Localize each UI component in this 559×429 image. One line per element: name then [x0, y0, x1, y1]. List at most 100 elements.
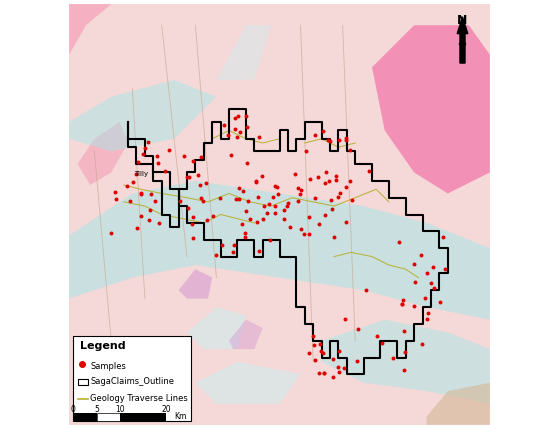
Point: [317, 347, 326, 354]
Point: [126, 197, 135, 204]
Point: [231, 195, 240, 202]
Point: [341, 218, 350, 225]
Point: [165, 147, 174, 154]
Point: [409, 303, 418, 310]
Polygon shape: [86, 375, 120, 408]
Point: [324, 136, 333, 143]
Point: [242, 124, 251, 130]
Point: [255, 248, 264, 255]
Point: [252, 178, 260, 185]
Text: 10: 10: [115, 405, 125, 414]
Point: [263, 209, 272, 216]
Text: Legend: Legend: [80, 341, 125, 351]
Point: [397, 301, 406, 308]
Text: Tilly: Tilly: [134, 171, 149, 177]
Point: [143, 139, 152, 146]
Point: [327, 197, 336, 204]
Point: [217, 242, 226, 248]
Point: [319, 370, 328, 377]
Point: [401, 349, 410, 356]
Point: [259, 216, 268, 223]
Point: [340, 365, 349, 372]
Point: [193, 172, 202, 178]
Point: [189, 157, 198, 164]
Point: [325, 178, 334, 184]
Point: [224, 131, 233, 138]
Text: Geology Traverse Lines: Geology Traverse Lines: [90, 394, 188, 403]
Point: [271, 210, 280, 217]
Point: [136, 212, 145, 219]
Point: [183, 205, 192, 212]
Point: [345, 147, 354, 154]
Point: [235, 185, 244, 192]
Point: [137, 190, 146, 196]
Point: [268, 193, 277, 200]
Point: [107, 230, 116, 237]
Point: [211, 252, 220, 259]
Point: [189, 213, 198, 220]
Point: [311, 194, 320, 201]
Text: SagaClaims_Outline: SagaClaims_Outline: [90, 377, 174, 386]
Point: [203, 217, 212, 224]
Point: [409, 261, 418, 268]
Point: [296, 190, 305, 197]
Point: [141, 145, 150, 151]
Point: [310, 356, 319, 363]
Polygon shape: [69, 181, 490, 320]
Point: [252, 218, 261, 225]
Text: 20: 20: [161, 405, 170, 414]
Polygon shape: [178, 269, 212, 299]
Polygon shape: [78, 122, 128, 185]
Point: [197, 154, 206, 160]
Point: [320, 212, 329, 219]
Point: [180, 152, 189, 159]
Point: [282, 202, 291, 209]
Point: [145, 216, 154, 223]
Point: [229, 242, 238, 249]
Point: [320, 180, 329, 187]
Point: [153, 160, 162, 166]
Point: [285, 224, 294, 230]
Point: [283, 199, 292, 206]
Point: [329, 356, 338, 363]
Point: [280, 207, 288, 214]
Point: [293, 184, 302, 191]
Text: N: N: [457, 14, 468, 27]
Point: [274, 190, 283, 197]
Point: [300, 230, 309, 237]
Point: [429, 264, 438, 271]
Point: [132, 170, 141, 177]
Point: [328, 206, 337, 213]
Point: [199, 197, 208, 204]
Bar: [73, 413, 97, 420]
Point: [329, 373, 338, 380]
Point: [237, 221, 246, 227]
Point: [209, 212, 217, 219]
Point: [340, 316, 349, 323]
Point: [334, 364, 343, 371]
Point: [184, 173, 193, 180]
Point: [129, 178, 138, 185]
Point: [440, 266, 449, 272]
Point: [273, 184, 282, 190]
Point: [342, 137, 350, 144]
Point: [230, 115, 239, 121]
Point: [201, 180, 210, 187]
Point: [420, 295, 429, 302]
Point: [332, 177, 341, 184]
Point: [296, 226, 305, 233]
Point: [123, 183, 132, 190]
Polygon shape: [216, 25, 271, 80]
Point: [233, 133, 241, 140]
Point: [305, 231, 314, 238]
Bar: [120, 413, 166, 420]
Point: [335, 348, 344, 355]
Point: [183, 173, 192, 180]
Point: [153, 152, 162, 159]
Point: [229, 249, 238, 256]
Bar: [78, 378, 88, 385]
Point: [111, 189, 120, 196]
Point: [230, 126, 239, 133]
Point: [266, 236, 274, 243]
Point: [352, 357, 361, 364]
